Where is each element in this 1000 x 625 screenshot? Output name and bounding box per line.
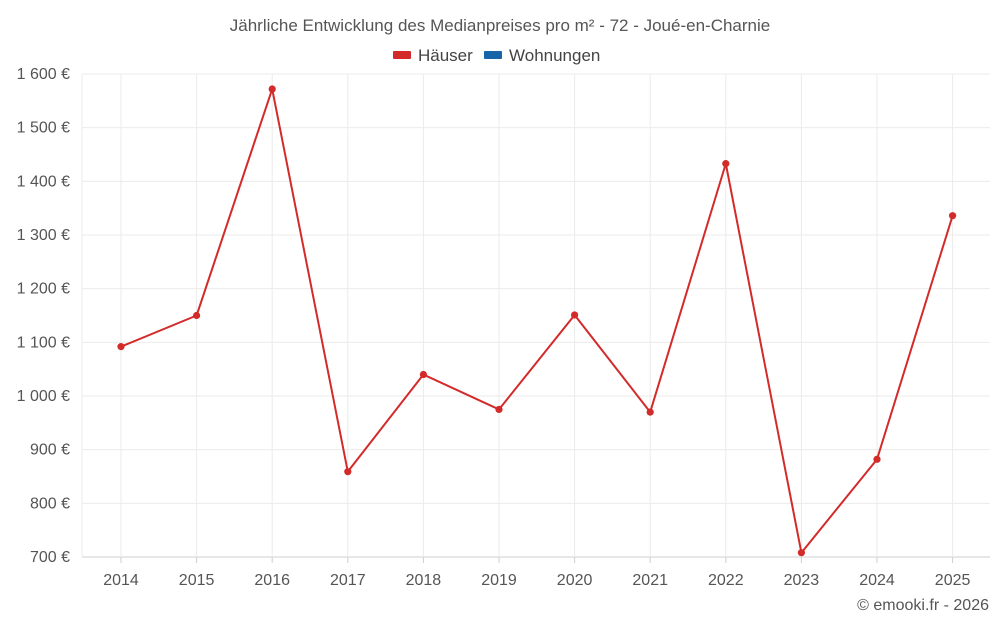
y-tick-label: 1 300 €: [17, 227, 70, 244]
x-tick-label: 2023: [784, 572, 820, 589]
data-point-2019[interactable]: [495, 405, 503, 414]
data-point-2020[interactable]: [571, 311, 579, 319]
data-point-2016[interactable]: [268, 85, 276, 93]
x-gridlines: [81, 74, 954, 563]
x-axis: 2014 2015 2016 2017 2018 2019 2020 2021 2022 2023…: [103, 572, 970, 589]
y-tick-label: 1 100 €: [17, 334, 70, 351]
data-point-2014[interactable]: [117, 343, 125, 351]
series-line: [120, 88, 954, 554]
legend-label-wohnungen: Wohnungen: [509, 46, 600, 65]
x-tick-label: 2015: [179, 572, 215, 589]
legend-item-wohnungen[interactable]: Wohnungen: [484, 46, 600, 65]
y-tick-label: 1 200 €: [17, 281, 70, 298]
legend-item-haeuser[interactable]: Häuser: [393, 46, 473, 65]
legend-label-haeuser: Häuser: [418, 46, 473, 65]
y-tick-label: 900 €: [30, 442, 70, 459]
data-point-2017[interactable]: [344, 468, 352, 476]
data-point-2015[interactable]: [193, 311, 201, 320]
data-point-2022[interactable]: [722, 160, 730, 168]
y-tick-label: 700 €: [30, 549, 70, 566]
y-tick-label: 1 600 €: [17, 66, 70, 83]
y-tick-label: 1 400 €: [17, 173, 70, 190]
x-tick-label: 2018: [406, 572, 442, 589]
y-axis: 700 € 800 € 900 € 1 000 € 1 100 € 1 200 € 1 30…: [17, 66, 70, 566]
data-point-2025[interactable]: [949, 212, 957, 220]
x-tick-label: 2022: [708, 572, 744, 589]
chart-title: Jährliche Entwicklung des Medianpreises …: [230, 16, 770, 35]
x-tick-label: 2014: [103, 572, 139, 589]
legend-swatch-wohnungen: [484, 51, 502, 59]
y-tick-label: 1 500 €: [17, 120, 70, 137]
legend: Häuser Wohnungen: [393, 46, 600, 65]
legend-swatch-haeuser: [393, 51, 411, 59]
y-gridlines: [82, 73, 990, 558]
x-tick-label: 2024: [859, 572, 895, 589]
data-point-2021[interactable]: [646, 408, 654, 416]
x-tick-label: 2016: [254, 572, 290, 589]
credit-text: © emooki.fr - 2026: [857, 597, 989, 614]
data-point-2023[interactable]: [797, 549, 806, 557]
x-tick-label: 2017: [330, 572, 366, 589]
x-tick-label: 2025: [935, 572, 971, 589]
y-tick-label: 1 000 €: [17, 388, 70, 405]
data-point-2018[interactable]: [419, 370, 427, 379]
y-tick-label: 800 €: [30, 495, 70, 512]
x-tick-label: 2021: [632, 572, 668, 589]
data-point-2024[interactable]: [873, 455, 881, 463]
series-haeuser: [117, 85, 957, 557]
x-tick-label: 2020: [557, 572, 593, 589]
x-tick-label: 2019: [481, 572, 517, 589]
